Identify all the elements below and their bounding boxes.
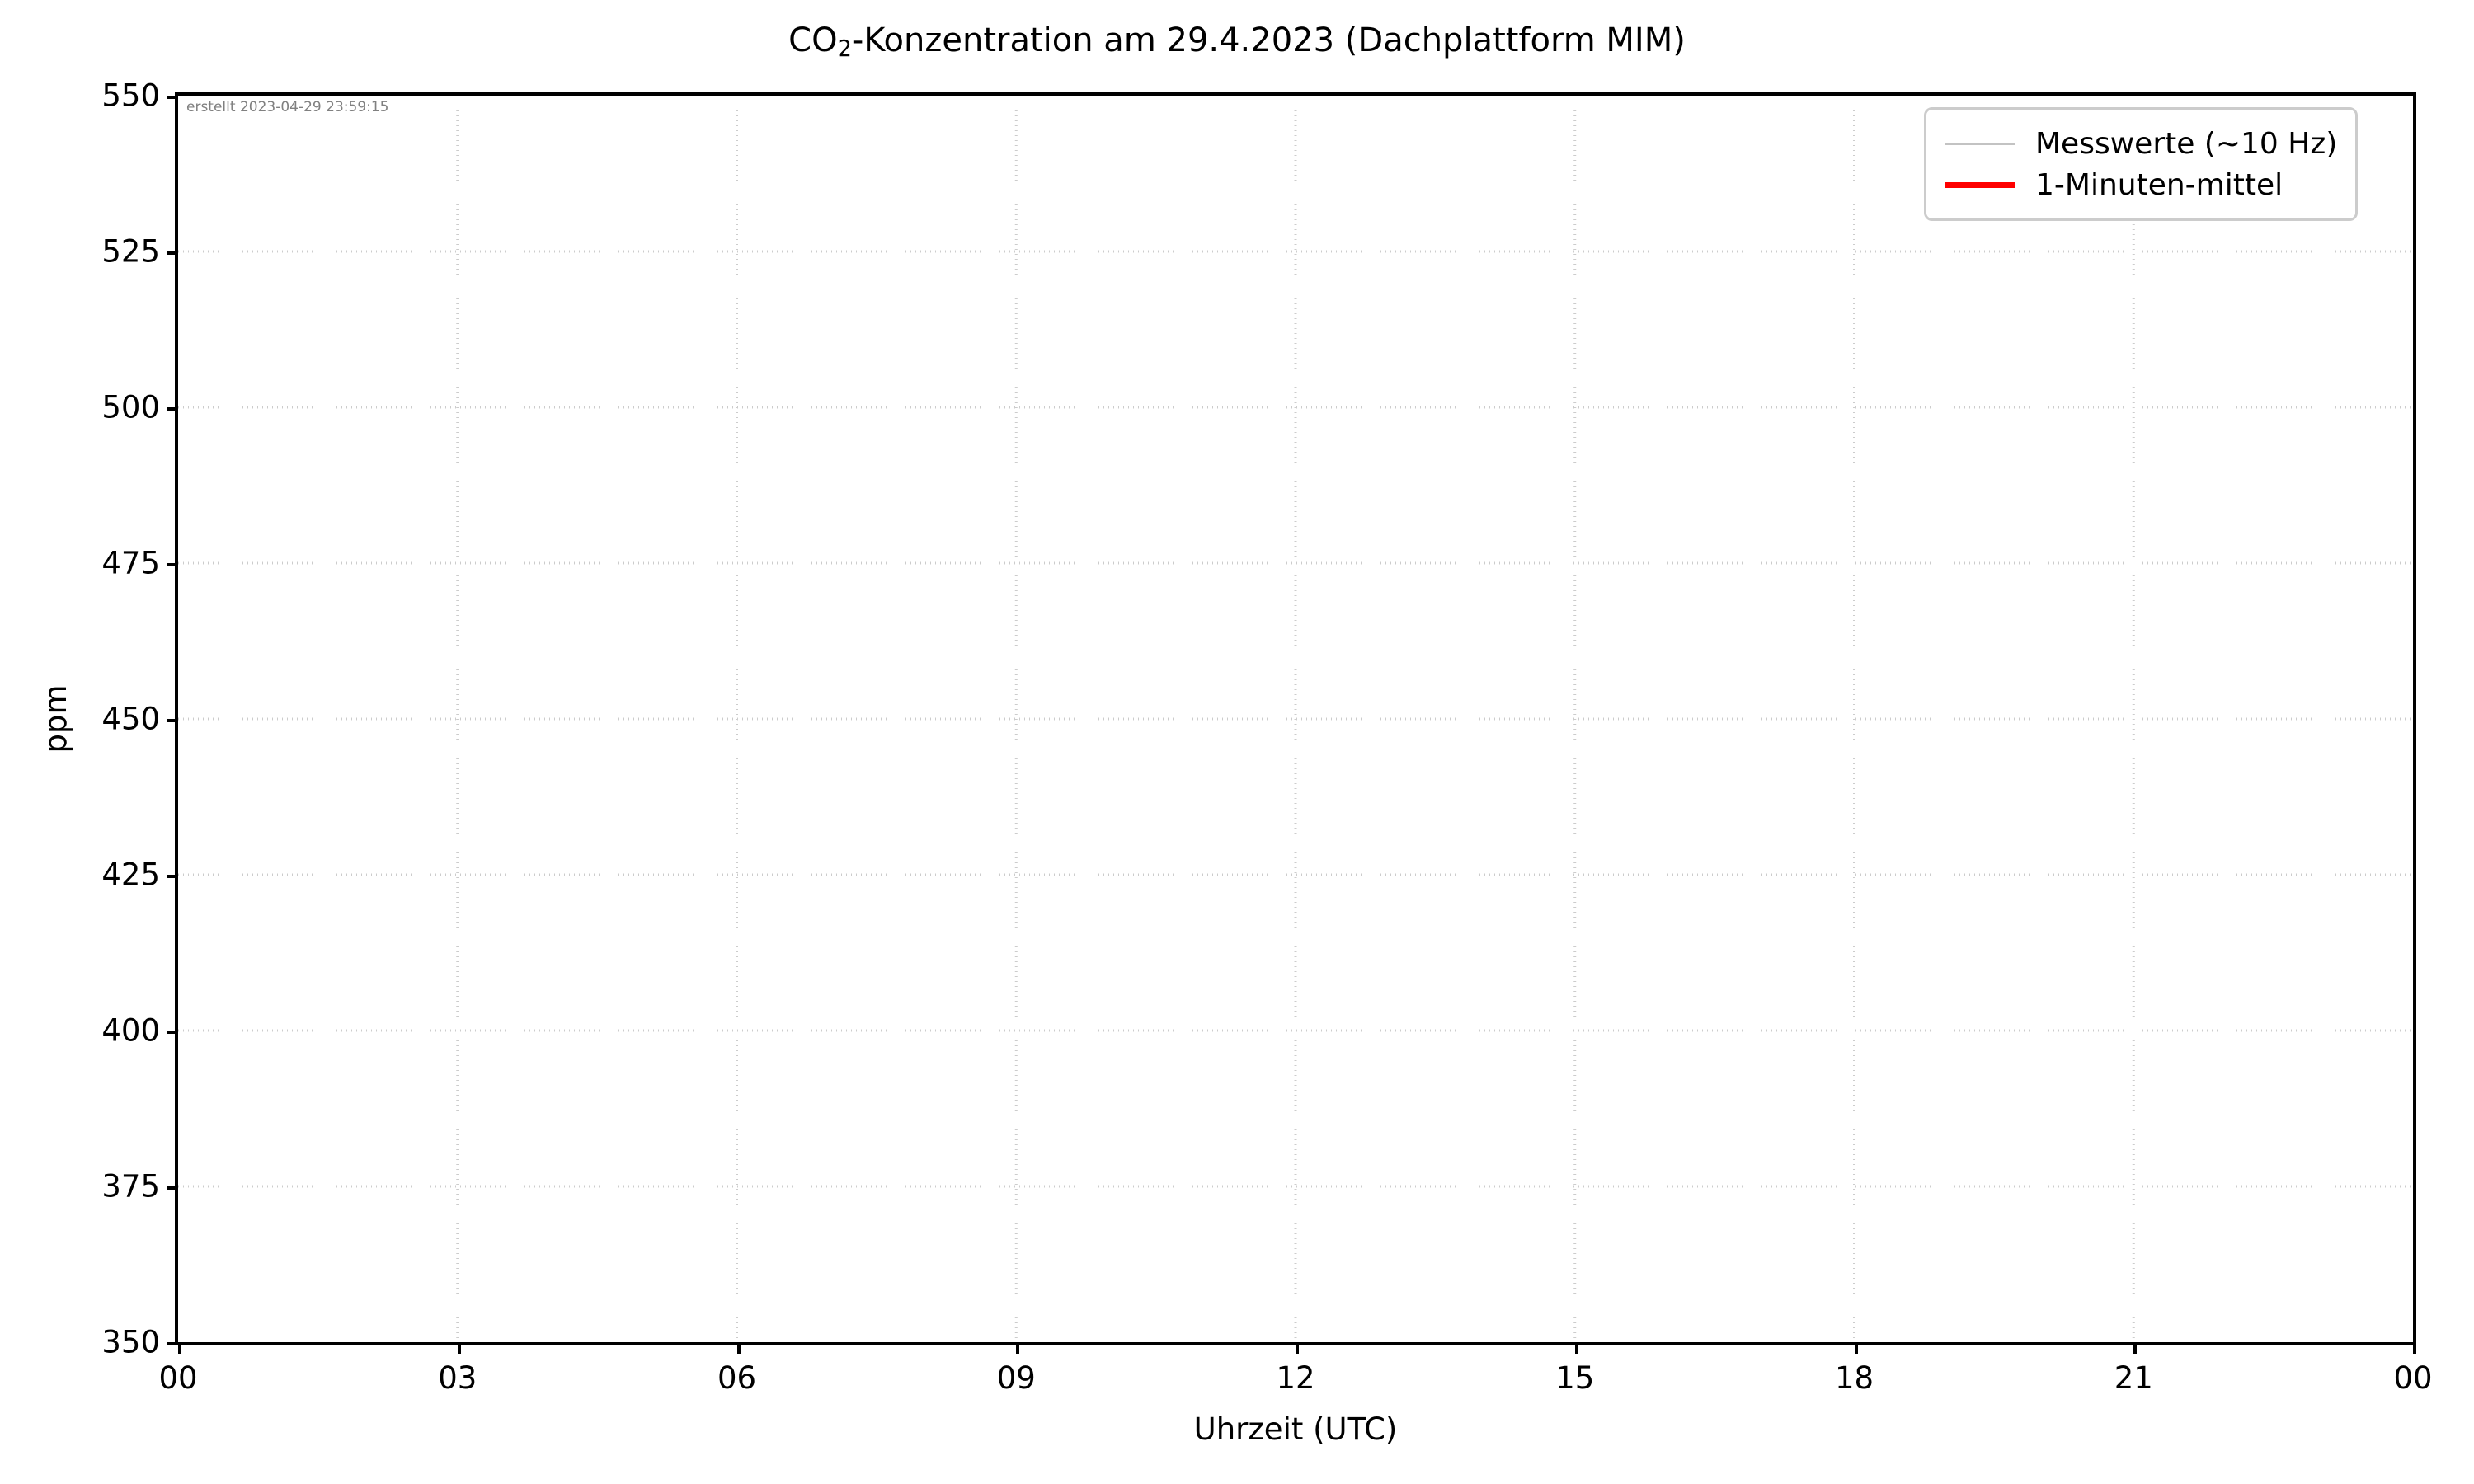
- y-tick-mark: [167, 96, 178, 99]
- y-tick-mark: [167, 1031, 178, 1034]
- x-tick-mark: [1016, 1342, 1020, 1354]
- plot-axes: erstellt 2023-04-29 23:59:15 350 375 400 42…: [101, 78, 2432, 1397]
- x-tick-mark: [1574, 1342, 1578, 1354]
- legend-color-line: [1945, 181, 2015, 188]
- y-tick-label: 350: [101, 1324, 160, 1360]
- y-tick-mark: [167, 407, 178, 411]
- chart-title-subscript: 2: [837, 35, 852, 62]
- y-tick-label: 525: [101, 233, 160, 270]
- y-tick-mark: [167, 875, 178, 878]
- chart-legend: Messwerte (~10 Hz) 1-Minuten-mittel: [1924, 107, 2359, 221]
- chart-title-prefix: CO: [788, 21, 838, 59]
- x-tick-label: 18: [1834, 1360, 1874, 1396]
- plot-surface: [178, 96, 2413, 1342]
- y-tick-mark: [167, 719, 178, 722]
- legend-color-line: [1945, 142, 2015, 145]
- x-axis-label: Uhrzeit (UTC): [1193, 1411, 1398, 1447]
- legend-line-swatch: [1941, 142, 2019, 145]
- x-tick-label: 21: [2114, 1360, 2153, 1396]
- x-tick-mark: [457, 1342, 461, 1354]
- y-tick-label: 400: [101, 1012, 160, 1049]
- x-tick-mark: [2413, 1342, 2416, 1354]
- chart-title-suffix: -Konzentration am 29.4.2023 (Dachplattfo…: [851, 21, 1686, 59]
- y-tick-mark: [167, 251, 178, 255]
- x-tick-label: 12: [1276, 1360, 1315, 1396]
- y-tick-label: 550: [101, 77, 160, 114]
- creation-timestamp: erstellt 2023-04-29 23:59:15: [186, 99, 389, 115]
- data-series-layer: [178, 96, 2413, 1342]
- x-tick-mark: [736, 1342, 741, 1354]
- gridlines: [178, 96, 2413, 1342]
- x-tick-label: 15: [1555, 1360, 1595, 1396]
- x-tick-label: 06: [717, 1360, 757, 1396]
- x-tick-mark: [1296, 1342, 1299, 1354]
- y-tick-label: 425: [101, 857, 160, 893]
- y-tick-mark: [167, 1186, 178, 1190]
- y-tick-label: 500: [101, 389, 160, 425]
- y-tick-label: 375: [101, 1168, 160, 1205]
- x-tick-label: 03: [438, 1360, 477, 1396]
- x-tick-label: 09: [996, 1360, 1036, 1396]
- x-tick-mark: [178, 1342, 181, 1354]
- x-tick-mark: [1854, 1342, 1858, 1354]
- x-tick-mark: [2133, 1342, 2138, 1354]
- y-tick-label: 450: [101, 701, 160, 737]
- x-tick-label: 00: [2393, 1360, 2433, 1396]
- y-axis-label: ppm: [38, 684, 73, 754]
- y-tick-mark: [167, 563, 178, 566]
- legend-item[interactable]: 1-Minuten-mittel: [1941, 164, 2337, 205]
- legend-item-label: Messwerte (~10 Hz): [2035, 126, 2338, 161]
- legend-item-label: 1-Minuten-mittel: [2035, 167, 2284, 202]
- y-tick-mark: [167, 1342, 178, 1345]
- legend-line-swatch: [1941, 181, 2019, 188]
- legend-item[interactable]: Messwerte (~10 Hz): [1941, 123, 2337, 164]
- x-tick-label: 00: [158, 1360, 198, 1396]
- chart-title: CO2-Konzentration am 29.4.2023 (Dachplat…: [0, 21, 2474, 62]
- y-tick-label: 475: [101, 545, 160, 581]
